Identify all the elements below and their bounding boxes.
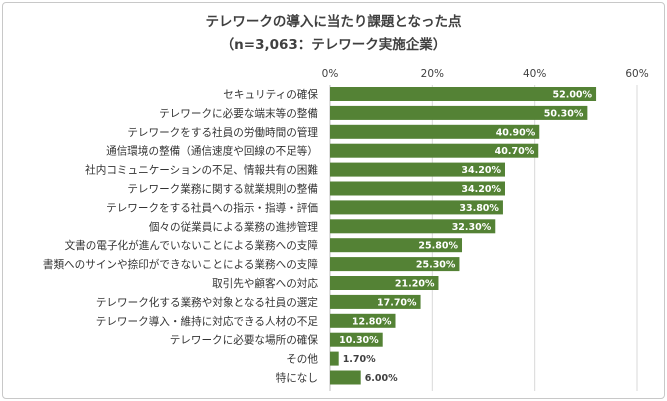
value-labels: 52.00% 50.30% 40.90% 40.70% 34.20% 34.20% 33.8… <box>339 90 592 385</box>
bar <box>330 276 439 290</box>
x-axis-ticks: 0% 20% 40% 60% <box>322 68 649 80</box>
category-label: テレワーク業務に関する就業規則の整備 <box>127 183 318 196</box>
category-label: 社内コミュニケーションの不足、情報共有の困難 <box>85 164 318 177</box>
x-tick-label: 0% <box>322 68 339 80</box>
bar <box>330 105 588 120</box>
x-tick-label: 60% <box>625 68 648 80</box>
bar <box>330 238 463 253</box>
bar <box>330 181 505 196</box>
value-label: 17.70% <box>377 297 417 308</box>
category-label: セキュリティの確保 <box>223 88 318 101</box>
value-label: 52.00% <box>552 90 592 101</box>
value-label: 21.20% <box>395 279 435 290</box>
category-label: その他 <box>286 353 318 366</box>
value-label: 50.30% <box>544 108 584 119</box>
bar <box>330 313 396 328</box>
value-label: 40.90% <box>496 127 536 138</box>
category-label: 取引先や顧客への対応 <box>212 277 318 290</box>
category-label: テレワーク導入・維持に対応できる人材の不足 <box>96 315 319 328</box>
value-label: 12.80% <box>352 316 392 327</box>
category-label: 特になし <box>276 373 318 385</box>
category-label: テレワーク化する業務や対象となる社員の選定 <box>96 296 319 309</box>
bar <box>330 143 539 158</box>
value-label: 10.30% <box>339 335 379 346</box>
bars <box>330 87 597 385</box>
value-label: 6.00% <box>365 373 398 384</box>
category-label: テレワークに必要な端末等の整備 <box>159 107 318 120</box>
value-label: 34.20% <box>461 184 501 195</box>
bar <box>330 332 383 347</box>
category-label: テレワークをする社員への指示・指導・評価 <box>106 201 318 214</box>
value-label: 33.80% <box>459 203 499 214</box>
bar <box>330 351 339 366</box>
bar <box>330 370 361 385</box>
bar <box>330 257 460 272</box>
bar <box>330 219 496 234</box>
category-label: 書類へのサインや捺印ができないことによる業務への支障 <box>43 258 319 271</box>
category-label: テレワークに必要な場所の確保 <box>170 334 319 347</box>
x-tick-label: 40% <box>523 68 546 80</box>
category-label: 通信環境の整備（通信速度や回線の不足等） <box>106 145 318 158</box>
value-label: 40.70% <box>495 146 535 157</box>
value-label: 25.80% <box>418 241 458 252</box>
bar <box>330 124 540 139</box>
bar <box>330 87 597 101</box>
bar <box>330 294 421 309</box>
chart-subtitle: （n=3,063：テレワーク実施企業） <box>220 37 447 53</box>
category-labels: セキュリティの確保テレワークに必要な端末等の整備テレワークをする社員の労働時間の… <box>43 88 319 385</box>
category-label: テレワークをする社員の労働時間の管理 <box>127 126 318 139</box>
value-label: 1.70% <box>343 354 376 365</box>
bar <box>330 200 503 215</box>
category-label: 文書の電子化が進んでいないことによる業務への支障 <box>65 239 319 252</box>
value-label: 34.20% <box>461 165 501 176</box>
x-tick-label: 20% <box>421 68 444 80</box>
chart-title: テレワークの導入に当たり課題となった点 <box>205 14 462 30</box>
value-label: 25.30% <box>416 260 456 271</box>
value-label: 32.30% <box>452 222 492 233</box>
bar <box>330 162 505 177</box>
category-label: 個々の従業員による業務の進捗管理 <box>149 220 319 233</box>
